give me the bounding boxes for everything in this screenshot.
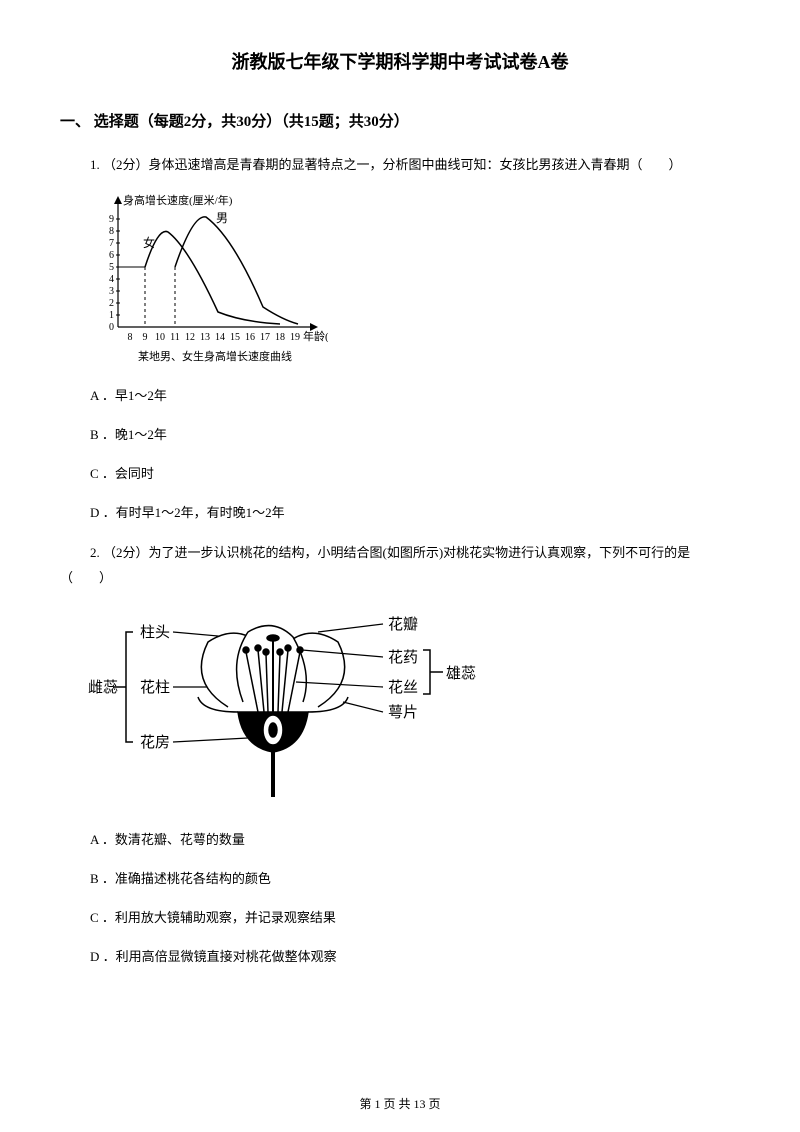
chart-caption: 某地男、女生身高增长速度曲线 [138,349,292,363]
q1-chart: 身高增长速度(厘米/年) 0 1 2 3 4 5 6 7 8 9 8 [88,192,740,367]
question-1: 1. （2分）身体迅速增高是青春期的显著特点之一，分析图中曲线可知：女孩比男孩进… [60,153,740,176]
section-header: 一、 选择题（每题2分，共30分）（共15题；共30分） [60,110,740,131]
svg-text:9: 9 [143,332,148,343]
q2-option-d: D ．利用高倍显微镜直接对桃花做整体观察 [90,946,740,965]
svg-text:13: 13 [200,332,210,343]
q2-option-b: B ．准确描述桃花各结构的颜色 [90,868,740,887]
q1-option-a: A ．早1～2年 [90,385,740,404]
svg-text:14: 14 [215,332,225,343]
huayao-label: 花药 [388,649,418,666]
svg-text:12: 12 [185,332,195,343]
question-2: 2. （2分）为了进一步认识桃花的结构，小明结合图(如图所示)对桃花实物进行认真… [60,541,740,564]
huasi-label: 花丝 [388,679,418,696]
svg-text:15: 15 [230,332,240,343]
q2-options: A ．数清花瓣、花萼的数量 B ．准确描述桃花各结构的颜色 C ．利用放大镜辅助… [60,829,740,965]
yaxis-label: 身高增长速度(厘米/年) [123,193,233,207]
q1-option-c: C ．会同时 [90,463,740,482]
xaxis-label: 年龄(岁) [303,329,328,343]
svg-text:5: 5 [109,262,114,273]
huafang-label: 花房 [140,734,170,751]
zhutou-label: 柱头 [140,624,170,641]
q2-flower-diagram: 雌蕊 柱头 花柱 花房 [88,602,740,807]
svg-text:3: 3 [109,286,114,297]
q2-option-a: A ．数清花瓣、花萼的数量 [90,829,740,848]
svg-text:19: 19 [290,332,300,343]
svg-text:17: 17 [260,332,270,343]
svg-text:0: 0 [109,322,114,333]
cirui-label: 雌蕊 [88,679,118,696]
svg-text:8: 8 [109,226,114,237]
svg-text:10: 10 [155,332,165,343]
female-label: 女 [143,235,155,250]
q2-option-c: C ．利用放大镜辅助观察，并记录观察结果 [90,907,740,926]
svg-text:7: 7 [109,238,114,249]
svg-text:1: 1 [109,310,114,321]
svg-text:9: 9 [109,214,114,225]
q1-option-d: D ．有时早1～2年，有时晚1～2年 [90,502,740,521]
svg-text:2: 2 [109,298,114,309]
page-footer: 第 1 页 共 13 页 [0,1095,800,1112]
question-2-cont: （ ） [60,567,740,586]
svg-text:11: 11 [170,332,180,343]
epian-label: 萼片 [388,704,418,721]
huaban-label: 花瓣 [388,616,418,633]
svg-text:16: 16 [245,332,255,343]
xiongrui-label: 雄蕊 [446,665,476,682]
svg-text:4: 4 [109,274,114,285]
page-title: 浙教版七年级下学期科学期中考试试卷A卷 [60,48,740,74]
svg-text:18: 18 [275,332,285,343]
svg-text:6: 6 [109,250,114,261]
svg-text:8: 8 [128,332,133,343]
huazhu-label: 花柱 [140,679,170,696]
q1-option-b: B ．晚1～2年 [90,424,740,443]
q1-options: A ．早1～2年 B ．晚1～2年 C ．会同时 D ．有时早1～2年，有时晚1… [60,385,740,521]
male-label: 男 [216,211,228,225]
